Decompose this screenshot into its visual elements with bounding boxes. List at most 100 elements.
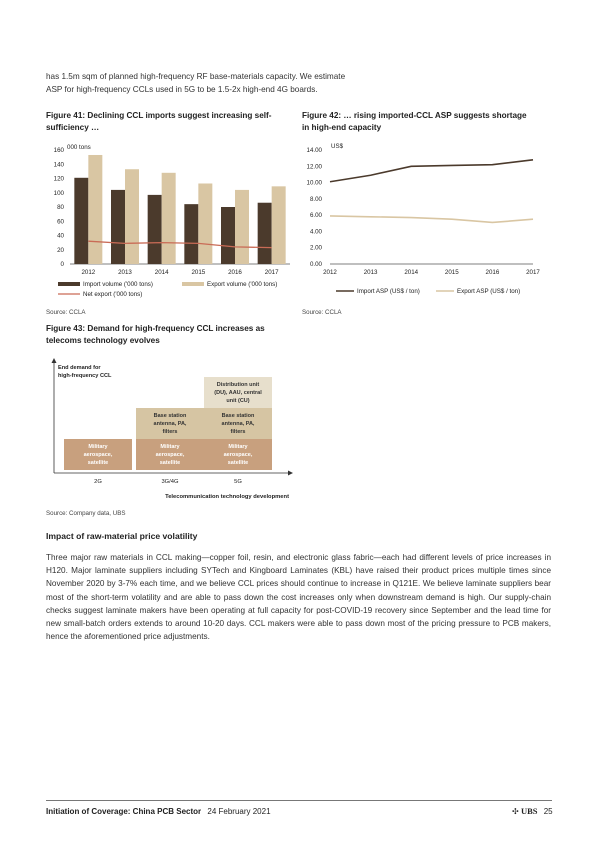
y-tick-label: 100 bbox=[54, 190, 65, 197]
y-axis-arrow-icon bbox=[51, 358, 57, 363]
figure-43-source: Source: Company data, UBS bbox=[46, 510, 126, 517]
diagram-block-base bbox=[136, 439, 204, 470]
y-axis-label-line-2: high-frequency CCL bbox=[58, 373, 112, 379]
y-tick-label: 120 bbox=[54, 176, 65, 183]
x-tick-label: 2013 bbox=[118, 269, 132, 276]
y-tick-label: 8.00 bbox=[310, 196, 323, 203]
x-axis-arrow-icon bbox=[288, 470, 293, 476]
bar-import bbox=[111, 189, 125, 264]
bar-export bbox=[271, 186, 286, 264]
figure-41-source: Source: CCLA bbox=[46, 309, 86, 316]
line-export-asp bbox=[329, 215, 534, 224]
bar-export bbox=[88, 154, 103, 264]
footer-title: Initiation of Coverage: China PCB Sector bbox=[46, 807, 202, 816]
diagram-block-label: Military bbox=[228, 444, 248, 450]
diagram-block-label: satellite bbox=[88, 460, 108, 466]
diagram-block-label: satellite bbox=[228, 460, 248, 466]
bar-export bbox=[161, 172, 176, 264]
diagram-block-label: Distribution unit bbox=[217, 382, 260, 388]
footer-left: Initiation of Coverage: China PCB Sector… bbox=[46, 807, 271, 816]
legend-label: Export ASP (US$ / ton) bbox=[457, 288, 520, 295]
diagram-block-mid bbox=[136, 408, 204, 439]
legend-swatch bbox=[58, 282, 80, 286]
unit-label: 000 tons bbox=[67, 144, 91, 151]
figure-42-title-line-1: Figure 42: … rising imported-CCL ASP sug… bbox=[302, 111, 527, 120]
diagram-block-label: filters bbox=[163, 429, 178, 435]
legend-swatch bbox=[182, 282, 204, 286]
legend-label: Net export ('000 tons) bbox=[83, 291, 142, 298]
y-tick-label: 2.00 bbox=[310, 245, 323, 252]
x-axis-label: Telecommunication technology development bbox=[165, 494, 289, 500]
x-tick-label: 2014 bbox=[404, 269, 418, 276]
bar-export bbox=[235, 189, 249, 264]
bar-import bbox=[221, 207, 235, 264]
unit-label: US$ bbox=[331, 143, 344, 150]
x-tick-label: 2014 bbox=[155, 269, 169, 276]
y-axis-label-line-1: End demand for bbox=[58, 365, 101, 371]
bar-export bbox=[198, 183, 213, 264]
y-tick-label: 0 bbox=[61, 261, 65, 268]
ubs-keys-icon: ✣ bbox=[512, 807, 519, 816]
intro-line-2: ASP for high-frequency CCLs used in 5G t… bbox=[46, 84, 318, 94]
diagram-block-label: Base station bbox=[154, 413, 187, 419]
x-tick-label: 2012 bbox=[323, 269, 337, 276]
bar-import bbox=[147, 194, 162, 264]
bar-export bbox=[125, 169, 139, 264]
x-tick-label: 2012 bbox=[81, 269, 95, 276]
diagram-block-label: aerospace, bbox=[224, 452, 253, 458]
section-heading: Impact of raw-material price volatility bbox=[46, 531, 198, 541]
figure-43-diagram: End demand for high-frequency CCL Military… bbox=[51, 358, 293, 500]
footer-right: ✣ UBS 25 bbox=[512, 806, 553, 816]
figure-42-title-line-2: in high-end capacity bbox=[302, 122, 382, 132]
y-tick-label: 6.00 bbox=[310, 212, 323, 219]
figure-41-chart: 000 tons 0 20 40 60 80 100 120 140 160 2012 2013 201… bbox=[54, 144, 290, 298]
y-tick-label: 80 bbox=[57, 204, 64, 211]
diagram-block-base bbox=[204, 439, 272, 470]
x-tick-label: 2016 bbox=[228, 269, 242, 276]
diagram-block-top bbox=[204, 377, 272, 408]
diagram-block-mid bbox=[204, 408, 272, 439]
y-tick-label: 12.00 bbox=[307, 163, 323, 170]
x-tick-label: 2015 bbox=[191, 269, 205, 276]
figure-41-title-line-2: sufficiency … bbox=[46, 122, 100, 132]
diagram-block-label: filters bbox=[231, 429, 246, 435]
x-category-label: 3G/4G bbox=[161, 479, 179, 485]
diagram-block-label: unit (CU) bbox=[226, 398, 249, 404]
intro-line-1: has 1.5m sqm of planned high-frequency R… bbox=[46, 72, 346, 81]
x-tick-label: 2017 bbox=[526, 269, 540, 276]
figure-42-title: Figure 42: … rising imported-CCL ASP sug… bbox=[302, 110, 554, 133]
y-tick-label: 14.00 bbox=[307, 147, 323, 154]
figure-41-title: Figure 41: Declining CCL imports suggest… bbox=[46, 110, 296, 133]
line-net-export bbox=[88, 240, 272, 249]
figure-43-title-line-2: telecoms technology evolves bbox=[46, 335, 160, 345]
y-tick-label: 10.00 bbox=[307, 180, 323, 187]
footer-divider bbox=[46, 800, 552, 801]
ubs-logo: UBS bbox=[520, 806, 538, 816]
figure-42-source: Source: CCLA bbox=[302, 309, 342, 316]
x-tick-label: 2017 bbox=[265, 269, 279, 276]
bar-import bbox=[257, 202, 272, 264]
diagram-block-label: antenna, PA, bbox=[154, 421, 187, 427]
y-tick-label: 20 bbox=[57, 247, 64, 254]
diagram-block-label: aerospace, bbox=[84, 452, 113, 458]
x-tick-label: 2016 bbox=[486, 269, 500, 276]
diagram-block-label: antenna, PA, bbox=[222, 421, 255, 427]
diagram-block-label: Military bbox=[160, 444, 180, 450]
footer-date: 24 February 2021 bbox=[207, 807, 271, 816]
section-body: Three major raw materials in CCL making—… bbox=[46, 553, 551, 642]
diagram-block-label: Military bbox=[88, 444, 108, 450]
y-tick-label: 140 bbox=[54, 161, 65, 168]
x-tick-label: 2013 bbox=[364, 269, 378, 276]
y-tick-label: 40 bbox=[57, 233, 64, 240]
intro-paragraph: has 1.5m sqm of planned high-frequency R… bbox=[46, 71, 546, 96]
x-category-label: 5G bbox=[234, 479, 242, 485]
figure-43-title: Figure 43: Demand for high-frequency CCL… bbox=[46, 323, 306, 346]
diagram-block-label: aerospace, bbox=[156, 452, 185, 458]
figure-41-title-line-1: Figure 41: Declining CCL imports suggest… bbox=[46, 111, 272, 120]
x-tick-label: 2015 bbox=[445, 269, 459, 276]
line-import-asp bbox=[329, 158, 534, 183]
legend-label: Import ASP (US$ / ton) bbox=[357, 288, 420, 295]
diagram-block-label: (DU), AAU, central bbox=[214, 390, 262, 396]
x-category-label: 2G bbox=[94, 479, 102, 485]
diagram-block-label: satellite bbox=[160, 460, 180, 466]
